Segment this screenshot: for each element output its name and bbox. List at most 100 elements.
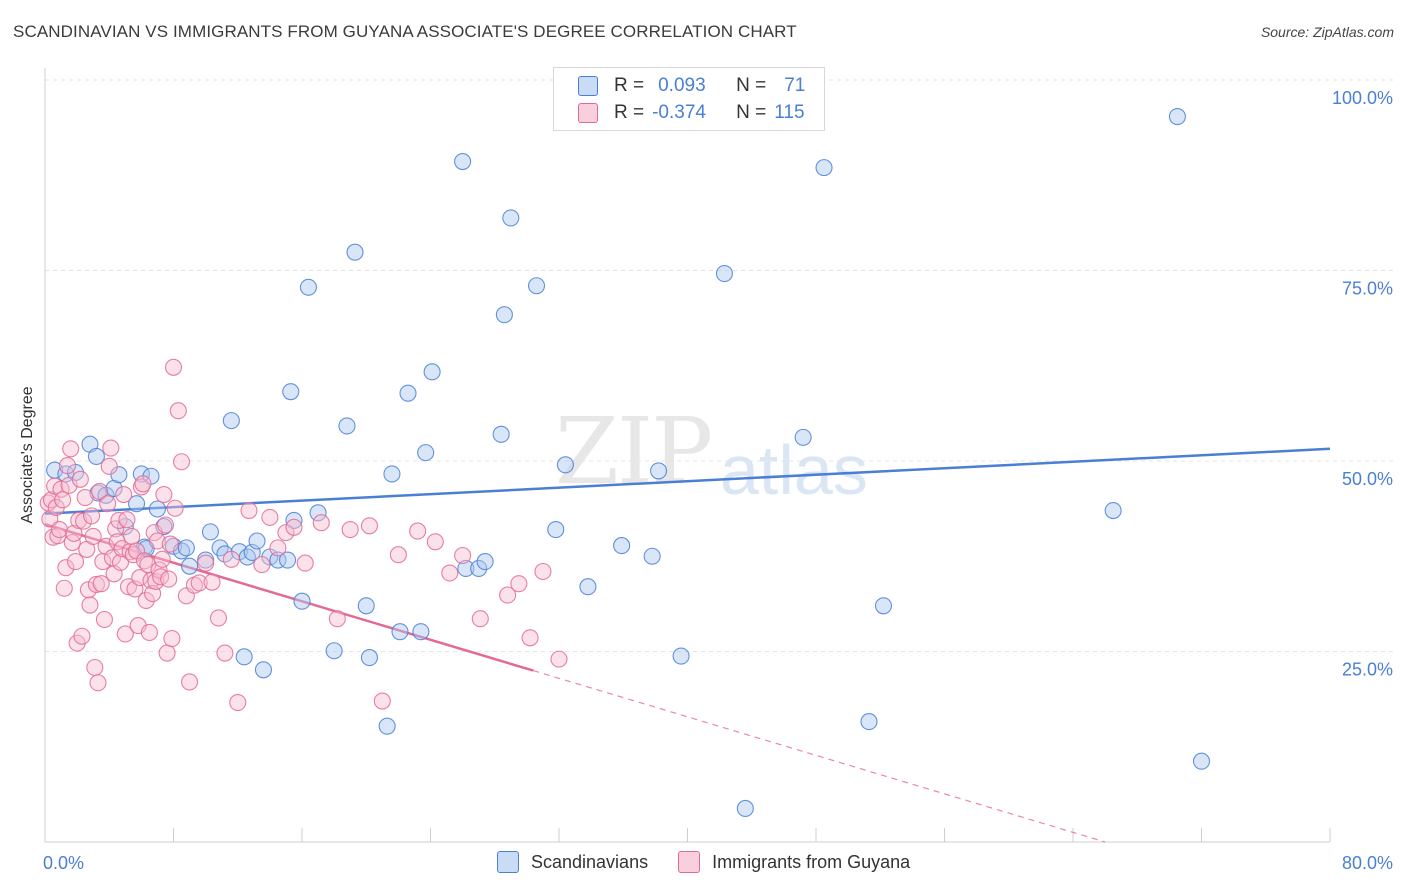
point-guyana xyxy=(153,550,171,568)
gridlines xyxy=(45,79,1395,652)
y-tick-label: 50.0% xyxy=(1342,469,1393,489)
point-guyana xyxy=(172,453,191,471)
point-scandinavian xyxy=(391,623,409,641)
trend-lines xyxy=(44,447,1331,843)
point-scandinavian xyxy=(309,504,327,522)
point-guyana xyxy=(441,564,459,582)
point-scandinavian xyxy=(650,462,668,480)
point-guyana xyxy=(70,511,88,529)
legend-item-guyana: Immigrants from Guyana xyxy=(678,851,910,873)
point-guyana xyxy=(296,554,314,572)
legend-swatch-blue xyxy=(578,76,598,96)
tick-labels: 25.0% 50.0% 75.0% 100.0% 0.0% 80.0% xyxy=(43,88,1393,873)
point-scandinavian xyxy=(293,592,311,610)
point-guyana xyxy=(203,573,221,591)
point-guyana xyxy=(91,482,109,501)
legend-swatch-pink xyxy=(678,851,701,873)
source-label: Source: ZipAtlas.com xyxy=(1260,24,1394,40)
point-guyana xyxy=(261,508,279,526)
point-scandinavian xyxy=(579,578,597,596)
point-scandinavian xyxy=(470,559,488,577)
point-guyana xyxy=(312,514,330,532)
point-scandinavian xyxy=(547,521,565,539)
point-scandinavian xyxy=(412,623,430,641)
point-scandinavian xyxy=(378,717,396,735)
point-scandinavian xyxy=(201,523,219,541)
legend-swatch-pink xyxy=(578,103,598,123)
point-scandinavian xyxy=(417,444,435,462)
n-label: N = xyxy=(736,102,767,123)
point-guyana xyxy=(285,518,303,536)
n-value: 115 xyxy=(774,102,805,123)
point-scandinavian xyxy=(527,277,546,295)
point-guyana xyxy=(95,610,113,629)
point-guyana xyxy=(116,625,134,643)
point-guyana xyxy=(119,578,138,596)
point-guyana xyxy=(240,501,258,520)
point-guyana xyxy=(66,553,85,571)
point-guyana xyxy=(50,521,69,539)
point-scandinavian xyxy=(457,559,475,577)
point-guyana xyxy=(164,358,183,376)
point-guyana xyxy=(71,470,89,488)
point-scandinavian xyxy=(282,383,300,401)
point-scandinavian xyxy=(383,465,401,483)
point-guyana xyxy=(360,517,379,535)
point-guyana xyxy=(197,554,215,572)
point-guyana xyxy=(160,570,178,588)
point-guyana xyxy=(65,524,83,542)
legend-item-scandinavians: Scandinavians xyxy=(497,851,648,873)
legend-label: Scandinavians xyxy=(531,851,649,872)
point-guyana xyxy=(471,610,489,628)
series-legend: Scandinavians Immigrants from Guyana xyxy=(497,851,940,873)
point-guyana xyxy=(140,623,158,642)
point-guyana xyxy=(137,591,155,609)
legend-row-guyana: R = -0.374 N = 115 xyxy=(578,100,805,126)
point-guyana xyxy=(155,485,173,504)
legend-swatch-blue xyxy=(497,851,519,873)
y-axis-title: Associate's Degree xyxy=(19,386,36,524)
point-scandinavian xyxy=(399,384,417,402)
point-scandinavian xyxy=(874,597,893,615)
point-guyana xyxy=(118,511,136,529)
point-guyana xyxy=(54,491,72,509)
point-guyana xyxy=(55,579,73,597)
point-scandinavian xyxy=(248,532,266,550)
point-guyana xyxy=(52,480,70,498)
point-scandinavian xyxy=(346,243,364,261)
point-guyana xyxy=(58,457,77,475)
point-guyana xyxy=(521,629,539,647)
point-guyana xyxy=(373,692,391,710)
point-guyana xyxy=(86,658,104,677)
point-scandinavian xyxy=(643,547,661,565)
point-guyana xyxy=(169,402,187,420)
point-scandinavian xyxy=(794,428,812,446)
point-guyana xyxy=(190,574,208,592)
point-scandinavian xyxy=(325,642,343,660)
point-scandinavian xyxy=(87,447,105,465)
point-scandinavian xyxy=(1104,501,1122,520)
point-guyana xyxy=(81,596,99,614)
point-guyana xyxy=(83,507,101,525)
point-guyana xyxy=(62,440,80,458)
point-guyana xyxy=(166,499,184,517)
trend-line-dashed xyxy=(533,670,1106,843)
point-guyana xyxy=(510,575,528,593)
point-guyana xyxy=(209,609,228,627)
point-guyana xyxy=(100,457,118,475)
r-value: -0.374 xyxy=(652,102,706,123)
point-guyana xyxy=(158,644,176,662)
point-guyana xyxy=(76,489,94,507)
point-guyana xyxy=(121,543,139,561)
y-tick-label: 100.0% xyxy=(1332,88,1393,108)
point-scandinavian xyxy=(269,551,287,569)
watermark-atlas: atlas xyxy=(720,431,868,509)
point-guyana xyxy=(111,553,130,571)
point-scandinavian xyxy=(222,412,240,430)
point-scandinavian xyxy=(357,597,375,615)
r-value: 0.093 xyxy=(658,75,706,96)
point-guyana xyxy=(534,562,552,581)
point-guyana xyxy=(161,535,179,553)
point-guyana xyxy=(499,586,517,604)
